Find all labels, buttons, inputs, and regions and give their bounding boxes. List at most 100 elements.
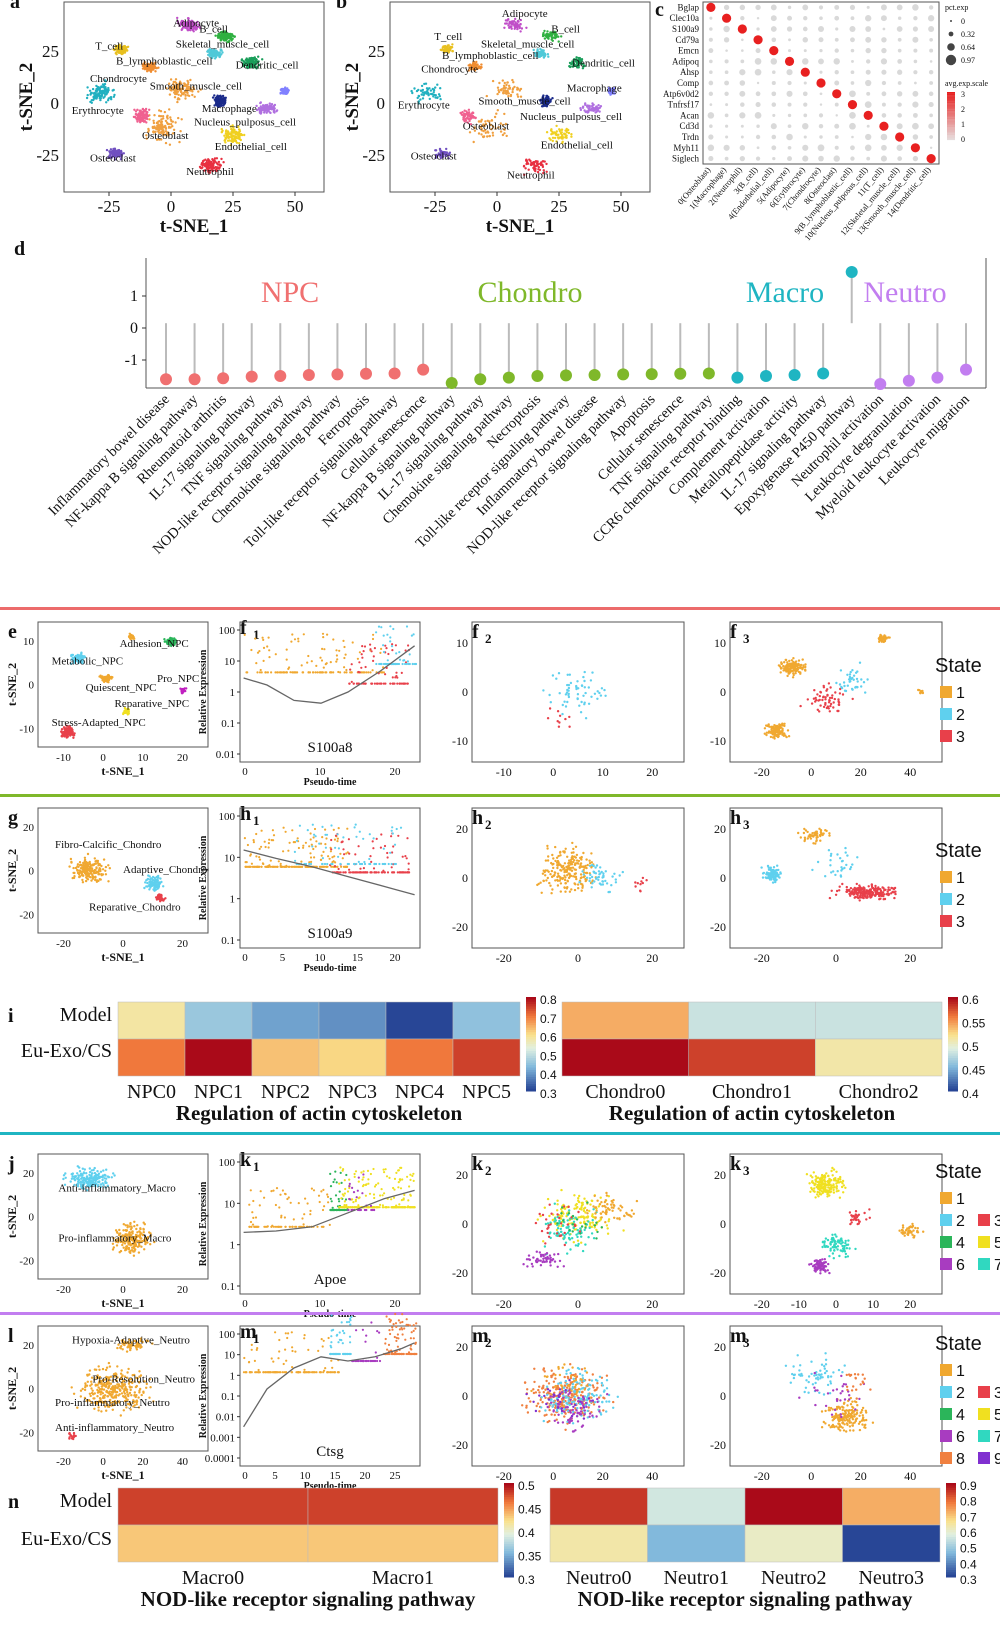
point (495, 112, 498, 115)
point (164, 897, 167, 900)
point (102, 86, 105, 89)
color-scale-step (947, 135, 955, 137)
point (504, 92, 507, 95)
point (814, 696, 817, 700)
gene-name: S100a9 (308, 926, 353, 942)
expression-dot (740, 59, 745, 64)
color-scale-step (947, 132, 955, 134)
point (249, 57, 253, 60)
point (600, 687, 604, 690)
point (603, 688, 606, 692)
expression-point (337, 867, 340, 871)
point (240, 59, 243, 62)
point (511, 90, 514, 94)
expression-point (360, 653, 363, 656)
point (917, 688, 920, 692)
x-axis-title: t-SNE_1 (160, 216, 229, 237)
expression-dot (770, 58, 778, 65)
point (596, 690, 599, 693)
expression-point (350, 671, 353, 674)
point (472, 116, 475, 119)
expression-point (341, 857, 344, 860)
expression-dot (881, 113, 887, 118)
point (173, 86, 176, 90)
point (795, 664, 798, 668)
point (208, 53, 212, 57)
point (586, 105, 589, 108)
point (160, 118, 163, 121)
point (189, 89, 192, 92)
point (150, 63, 153, 67)
point (199, 88, 202, 91)
point (787, 663, 790, 667)
expression-point (342, 639, 345, 643)
point (144, 881, 147, 884)
lollipop-dot (817, 367, 830, 380)
lollipop-dot (931, 371, 944, 384)
expression-point (252, 839, 255, 842)
cell-type-label: Smooth_muscle_cell (478, 96, 570, 108)
point (792, 666, 795, 669)
expression-point (333, 838, 337, 841)
expression-dot (819, 48, 823, 53)
point (772, 732, 775, 736)
point (100, 676, 103, 679)
expression-dot (880, 15, 887, 22)
point (851, 688, 854, 691)
color-scale-step (947, 116, 955, 118)
point (570, 135, 573, 138)
point (113, 147, 117, 150)
expression-dot (928, 91, 934, 97)
expression-dot (880, 4, 887, 11)
point (186, 94, 190, 97)
expression-point (309, 832, 312, 835)
expression-point (284, 830, 287, 833)
point (880, 638, 883, 642)
point (118, 50, 121, 53)
point (561, 712, 564, 716)
point (588, 104, 591, 108)
point (224, 96, 227, 100)
point (497, 89, 500, 92)
point (84, 867, 88, 870)
point (542, 31, 545, 35)
point (192, 24, 195, 27)
point (220, 36, 223, 39)
point (580, 684, 584, 688)
subtype-label: Adhesion_NPC (120, 638, 189, 650)
point (566, 700, 569, 704)
color-scale-step (947, 133, 955, 136)
point (180, 82, 183, 85)
expression-dot (879, 121, 889, 131)
expression-dot (912, 134, 919, 140)
x-tick-label: 20 (646, 765, 658, 779)
x-tick-label: -10 (496, 765, 512, 779)
expression-dot (739, 4, 746, 11)
legend-value: 0.97 (961, 56, 975, 65)
point (223, 134, 226, 137)
expression-point (380, 871, 383, 874)
point (95, 879, 99, 882)
expression-point (323, 648, 326, 651)
expression-point (262, 638, 265, 642)
point (145, 121, 148, 124)
cell-type-label: Erythrocyte (398, 99, 450, 111)
expression-dot (756, 146, 760, 150)
expression-point (351, 641, 354, 644)
point (856, 680, 859, 683)
point (141, 108, 145, 111)
expression-point (313, 856, 316, 859)
expression-dot (755, 91, 761, 97)
point (186, 83, 190, 86)
expression-point (336, 658, 339, 661)
point (773, 724, 776, 727)
expression-dot (723, 4, 730, 11)
point (173, 96, 177, 99)
expression-dot (850, 16, 855, 21)
point (183, 83, 187, 86)
expression-point (297, 637, 300, 640)
point (174, 81, 178, 85)
point (558, 129, 561, 133)
expression-dot (770, 15, 777, 22)
point (255, 61, 258, 64)
